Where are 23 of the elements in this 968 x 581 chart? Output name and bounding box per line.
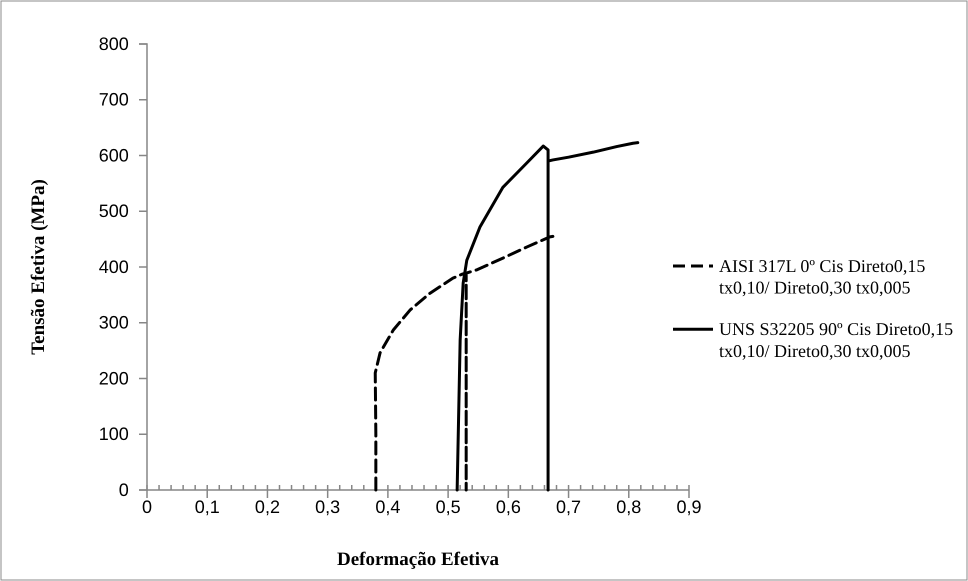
- x-tick-label: 0,6: [496, 496, 521, 517]
- x-tick-label: 0,8: [616, 496, 642, 517]
- legend-label: AISI 317L 0º Cis Direto0,15 tx0,10/ Direto0,30 tx0,005: [719, 256, 926, 298]
- y-tick-label: 800: [98, 34, 129, 54]
- legend-label: UNS S32205 90º Cis Direto0,15 tx0,10/ Direto0,30 tx0,005: [719, 319, 954, 361]
- x-tick-label: 0: [142, 496, 152, 517]
- x-tick-label: 0,5: [436, 496, 461, 517]
- x-tick-label: 0,4: [375, 496, 400, 517]
- y-tick-label: 500: [98, 201, 129, 222]
- y-tick-label: 0: [118, 480, 129, 500]
- x-tick-label: 0,2: [254, 496, 280, 517]
- x-axis-title: Deformação Efetiva: [337, 549, 500, 570]
- y-tick-label: 700: [98, 90, 129, 110]
- y-tick-label: 100: [98, 424, 129, 444]
- y-tick-label: 400: [98, 256, 129, 277]
- y-tick-label: 300: [98, 312, 129, 333]
- x-tick-label: 0,9: [676, 496, 702, 517]
- y-axis-title: Tensão Efetiva (MPa): [28, 179, 49, 355]
- x-tick-label: 0,3: [315, 496, 340, 517]
- y-tick-label: 600: [98, 145, 129, 166]
- y-tick-label: 200: [98, 368, 129, 388]
- x-tick-label: 0,7: [556, 496, 582, 517]
- x-tick-label: 0,1: [194, 496, 220, 517]
